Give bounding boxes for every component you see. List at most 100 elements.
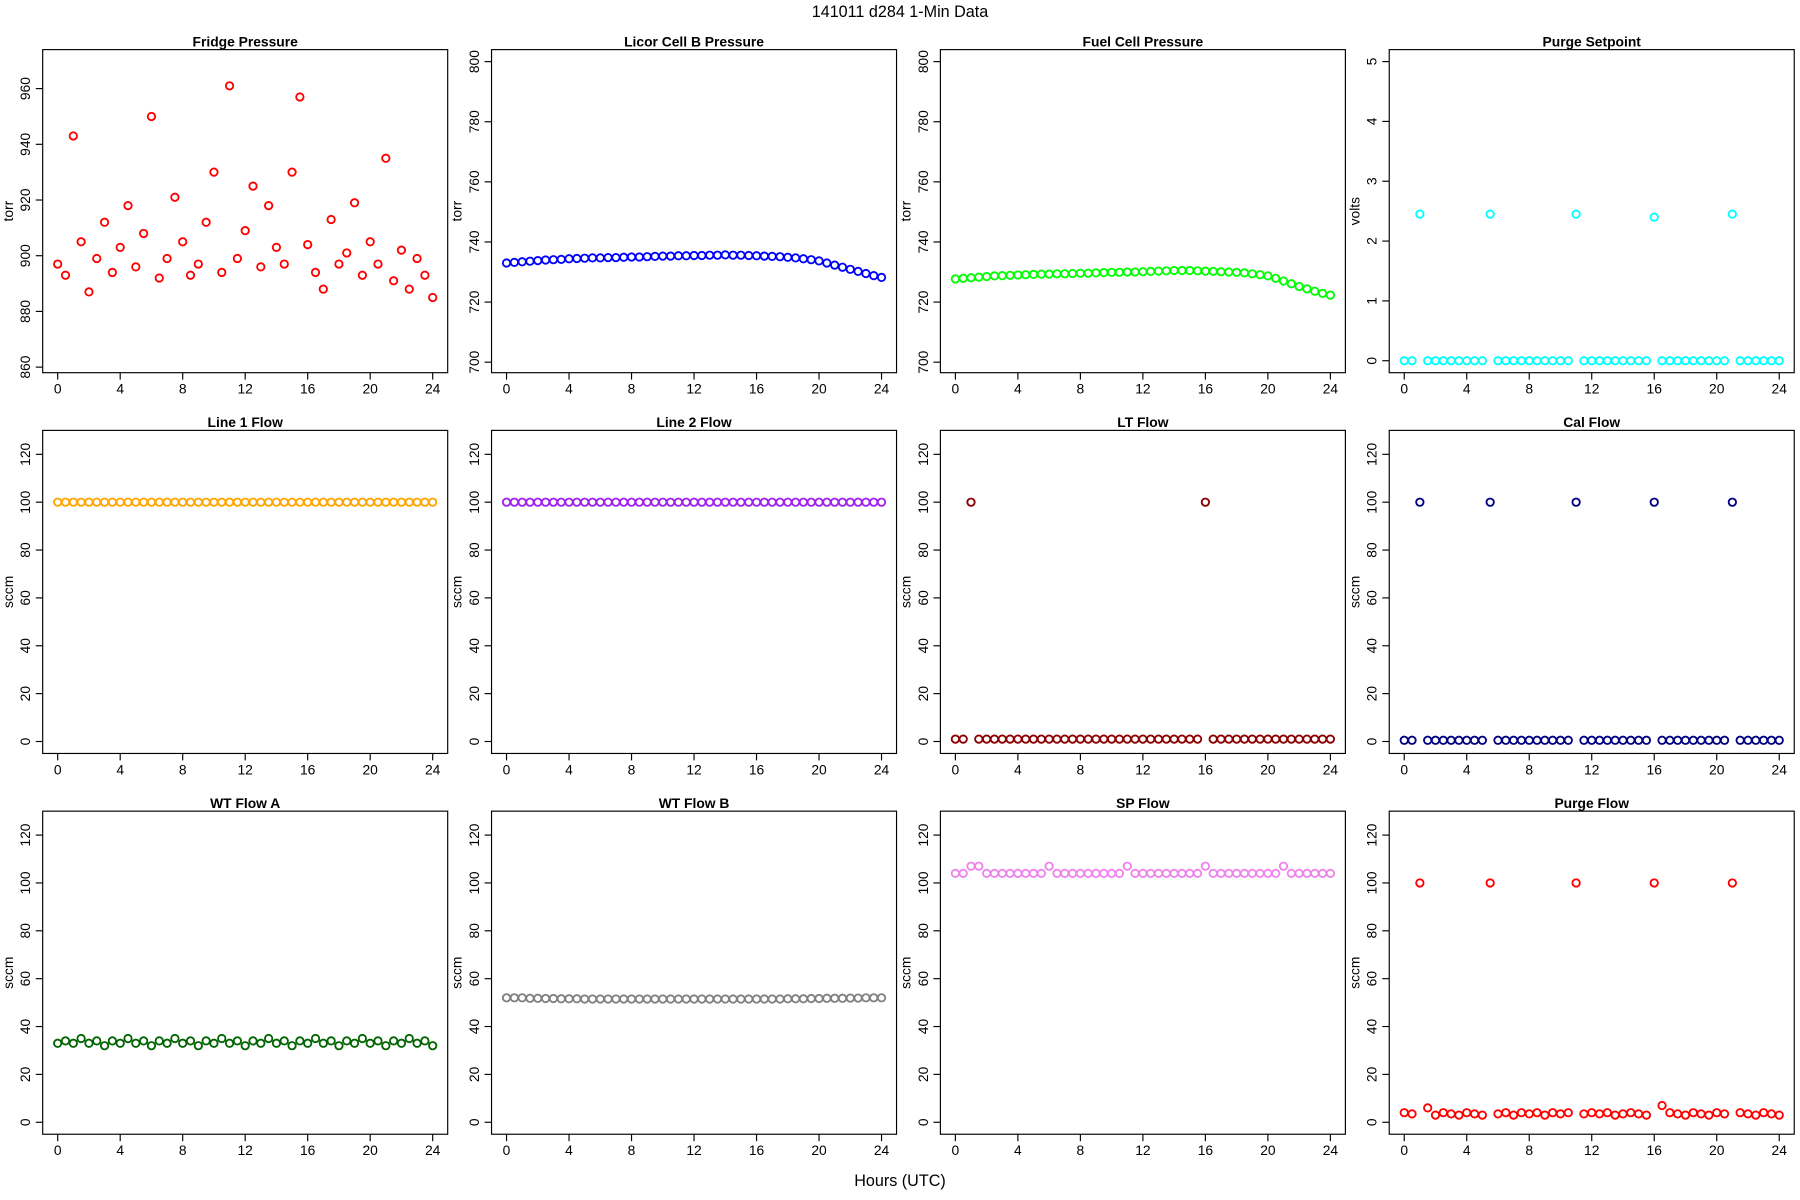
x-tick-label: 4 — [116, 381, 124, 397]
x-tick-label: 24 — [874, 1142, 890, 1158]
x-tick-label: 16 — [749, 761, 765, 777]
y-tick-label: 120 — [915, 442, 931, 465]
point — [201, 1036, 211, 1046]
x-tick-label: 16 — [300, 761, 316, 777]
y-tick-label: 100 — [915, 490, 931, 513]
y-tick-label: 100 — [1364, 490, 1380, 513]
point — [318, 284, 328, 294]
point — [256, 262, 266, 272]
y-tick-label: 920 — [17, 188, 33, 211]
plot-frame — [490, 810, 898, 1135]
x-tick-label: 24 — [1323, 761, 1339, 777]
y-axis-label: sccm — [449, 576, 465, 608]
point — [209, 167, 219, 177]
point — [1294, 281, 1304, 292]
point — [1310, 286, 1320, 296]
point — [1774, 1110, 1784, 1120]
y-tick-label: 720 — [915, 290, 931, 313]
plot-frame — [939, 429, 1346, 755]
point — [154, 1036, 164, 1046]
y-tick-label: 0 — [17, 1118, 33, 1126]
y-tick-label: 40 — [17, 1019, 33, 1035]
x-tick-label: 8 — [628, 381, 636, 397]
point — [162, 1038, 172, 1048]
point — [373, 1036, 383, 1046]
y-tick-label: 940 — [17, 132, 33, 155]
y-tick-label: 120 — [1364, 823, 1380, 846]
panel-title: Fuel Cell Pressure — [1083, 33, 1204, 49]
x-tick-label: 4 — [565, 761, 573, 777]
y-tick-label: 80 — [915, 542, 931, 558]
y-tick-label: 0 — [915, 737, 931, 745]
y-tick-label: 80 — [466, 542, 482, 558]
y-tick-label: 0 — [1364, 357, 1380, 365]
x-tick-label: 16 — [1198, 761, 1214, 777]
point — [342, 1036, 352, 1046]
panel-title: Line 2 Flow — [656, 414, 732, 430]
panel-title: SP Flow — [1116, 795, 1170, 811]
x-tick-label: 0 — [1400, 1142, 1408, 1158]
x-tick-label: 4 — [565, 381, 573, 397]
panel-title: Purge Flow — [1554, 795, 1629, 811]
point — [162, 253, 172, 264]
y-tick-label: 0 — [915, 1118, 931, 1126]
point — [428, 497, 438, 507]
point — [1325, 734, 1336, 744]
x-tick-label: 4 — [1463, 1142, 1471, 1158]
y-tick-label: 800 — [466, 50, 482, 73]
panel-title: Fridge Pressure — [193, 33, 299, 49]
point — [1540, 1110, 1550, 1120]
x-tick-label: 4 — [116, 761, 124, 777]
x-tick-label: 12 — [686, 1142, 701, 1158]
point — [170, 192, 180, 202]
x-tick-label: 24 — [1323, 1142, 1339, 1158]
x-tick-label: 16 — [300, 1142, 316, 1158]
point — [1477, 735, 1487, 745]
point — [1649, 212, 1659, 222]
point — [217, 267, 227, 278]
y-tick-label: 80 — [17, 923, 33, 939]
point — [99, 217, 110, 227]
x-tick-label: 16 — [1647, 761, 1663, 777]
y-tick-label: 100 — [466, 871, 482, 894]
point — [1263, 271, 1273, 281]
y-tick-label: 960 — [17, 77, 33, 100]
x-tick-label: 4 — [1014, 1142, 1022, 1158]
y-tick-label: 40 — [1364, 638, 1380, 654]
x-tick-label: 8 — [1525, 381, 1533, 397]
y-tick-label: 80 — [17, 542, 33, 558]
y-tick-label: 800 — [915, 50, 931, 73]
point — [1192, 868, 1203, 878]
y-tick-label: 100 — [915, 871, 931, 894]
point — [1774, 735, 1784, 745]
point — [1122, 861, 1132, 871]
point — [1192, 734, 1203, 744]
point — [958, 868, 968, 878]
point — [1286, 279, 1296, 289]
x-tick-label: 8 — [179, 1142, 187, 1158]
point — [139, 1036, 149, 1046]
x-tick-label: 24 — [425, 1142, 441, 1158]
point — [342, 248, 352, 258]
point — [131, 1038, 141, 1048]
point — [876, 993, 887, 1003]
point — [412, 1038, 422, 1048]
point — [1563, 356, 1573, 366]
x-tick-label: 0 — [503, 381, 511, 397]
point — [295, 92, 305, 102]
point — [60, 1036, 71, 1046]
y-tick-label: 120 — [17, 442, 33, 465]
x-tick-label: 12 — [1584, 761, 1599, 777]
plot-frame — [42, 49, 449, 374]
point — [279, 259, 289, 269]
y-tick-label: 2 — [1364, 237, 1380, 245]
x-tick-label: 12 — [686, 381, 701, 397]
x-tick-label: 24 — [1323, 381, 1339, 397]
point — [381, 1041, 391, 1051]
x-tick-label: 16 — [1647, 1142, 1663, 1158]
point — [861, 268, 871, 279]
point — [1501, 1108, 1511, 1118]
y-tick-label: 80 — [915, 923, 931, 939]
x-tick-label: 20 — [362, 1142, 378, 1158]
